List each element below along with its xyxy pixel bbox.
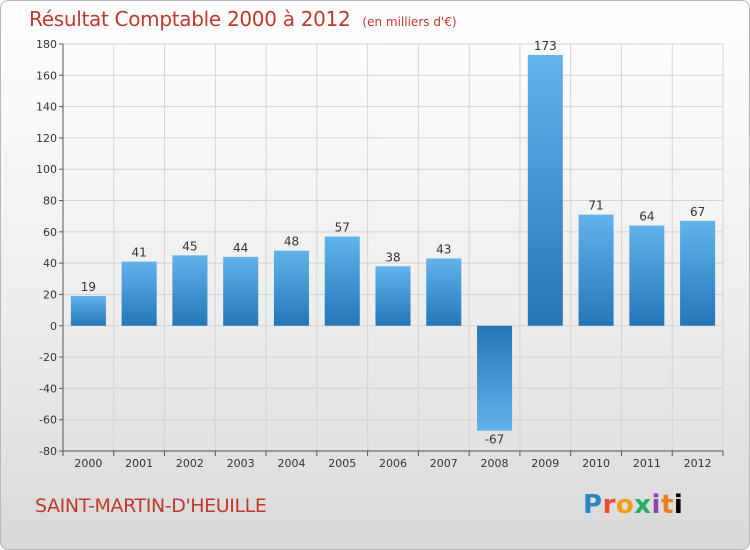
chart-title: Résultat Comptable 2000 à 2012 <box>29 7 351 31</box>
x-tick-label: 2010 <box>582 457 610 470</box>
bar-2009 <box>527 54 563 326</box>
x-tick-label: 2004 <box>277 457 305 470</box>
bar-value-label: 45 <box>182 239 197 253</box>
bar-2002 <box>172 255 208 326</box>
bar-value-label: 173 <box>534 39 557 53</box>
y-tick-label: 40 <box>43 257 57 270</box>
bar-2008 <box>477 325 513 431</box>
commune-name: SAINT-MARTIN-D'HEUILLE <box>35 495 267 517</box>
bar-layer <box>70 54 716 431</box>
x-tick-label: 2012 <box>684 457 712 470</box>
chart-title-row: Résultat Comptable 2000 à 2012 (en milli… <box>29 7 457 37</box>
bar-2007 <box>426 258 462 326</box>
bar-value-label: 38 <box>385 250 400 264</box>
x-tick-label: 2009 <box>531 457 559 470</box>
y-tick-label: 20 <box>43 288 57 301</box>
bar-2000 <box>70 296 106 326</box>
logo-letter: i <box>651 490 661 520</box>
bar-value-label: 57 <box>335 221 350 235</box>
bar-value-label: 41 <box>132 246 147 260</box>
logo-letter: r <box>602 490 616 520</box>
bar-value-label: 43 <box>436 242 451 256</box>
grid-layer <box>62 43 724 452</box>
bar-value-label: 64 <box>639 210 654 224</box>
bar-value-label: 19 <box>81 280 96 294</box>
x-tick-label: 2006 <box>379 457 407 470</box>
bar-2012 <box>680 220 716 326</box>
y-tick-label: -40 <box>39 382 57 395</box>
label-layer: 19 2000 41 2001 45 2002 44 2003 48 2004 57 2005 38 20… <box>74 39 711 470</box>
bar-2010 <box>578 214 614 326</box>
bar-value-label: -67 <box>485 433 505 447</box>
y-tick-label: 100 <box>36 163 57 176</box>
bar-2006 <box>375 266 411 326</box>
y-tick-label: -20 <box>39 351 57 364</box>
logo-letter: P <box>583 490 603 520</box>
y-tick-label: 60 <box>43 226 57 239</box>
y-tick-label: 180 <box>36 38 57 51</box>
chart-subtitle: (en milliers d'€) <box>362 15 457 29</box>
axis-layer: -80 -60 -40 -20 0 20 40 60 80 100 120 140 160 180 <box>36 38 724 458</box>
logo-letter: i <box>673 490 684 520</box>
x-tick-label: 2005 <box>328 457 356 470</box>
bar-value-label: 67 <box>690 205 705 219</box>
y-tick-label: 160 <box>36 69 57 82</box>
y-tick-label: -60 <box>39 414 57 427</box>
bar-value-label: 71 <box>588 199 603 213</box>
y-tick-label: -80 <box>39 445 57 458</box>
logo-letter: x <box>634 490 652 520</box>
y-tick-label: 80 <box>43 195 57 208</box>
bar-2003 <box>223 256 259 326</box>
x-tick-label: 2001 <box>125 457 153 470</box>
bar-2005 <box>324 236 360 326</box>
x-tick-label: 2000 <box>74 457 102 470</box>
y-tick-label: 120 <box>36 132 57 145</box>
logo-letter: o <box>615 490 635 520</box>
x-tick-label: 2008 <box>481 457 509 470</box>
logo-letter: t <box>660 490 674 520</box>
y-tick-label: 0 <box>50 320 57 333</box>
bar-2001 <box>121 261 157 326</box>
y-tick-label: 140 <box>36 101 57 114</box>
bar-2011 <box>629 225 665 326</box>
x-tick-label: 2007 <box>430 457 458 470</box>
bar-value-label: 48 <box>284 235 299 249</box>
x-tick-label: 2003 <box>227 457 255 470</box>
proxiti-logo: Proxiti <box>583 490 683 520</box>
x-tick-label: 2011 <box>633 457 661 470</box>
bar-value-label: 44 <box>233 241 248 255</box>
x-tick-label: 2002 <box>176 457 204 470</box>
bar-2004 <box>273 250 309 326</box>
